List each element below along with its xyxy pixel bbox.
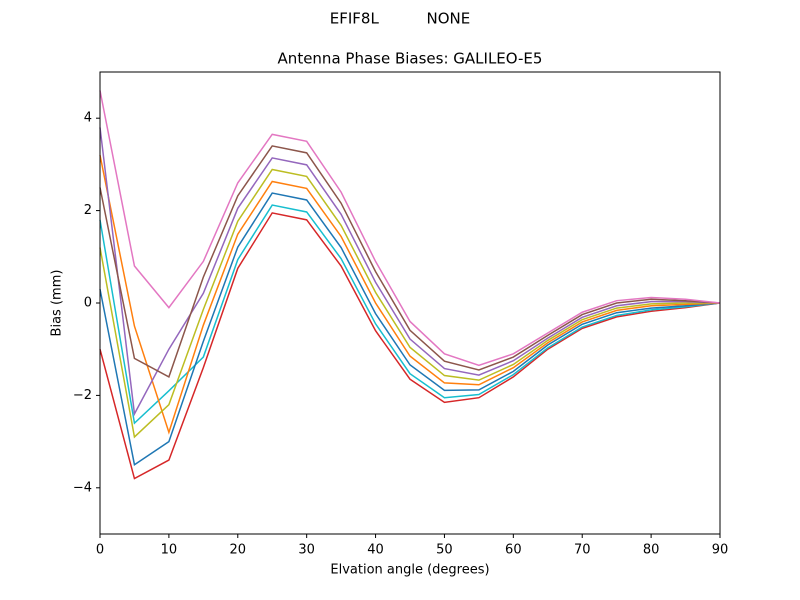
- y-tick-label: 4: [84, 111, 92, 126]
- x-tick-label: 60: [505, 543, 522, 558]
- x-axis-label: Elvation angle (degrees): [330, 563, 489, 578]
- x-tick-label: 30: [298, 543, 315, 558]
- series-line: [99, 155, 721, 435]
- suptitle: EFIF8L NONE: [330, 10, 470, 28]
- series-line: [99, 145, 721, 378]
- x-tick-label: 10: [161, 543, 178, 558]
- series-line: [99, 204, 721, 425]
- x-tick-label: 0: [96, 543, 104, 558]
- x-tick-label: 70: [574, 543, 591, 558]
- y-tick-label: −2: [73, 388, 92, 403]
- series-line: [99, 192, 721, 466]
- y-axis-label: Bias (mm): [50, 270, 65, 337]
- x-tick-label: 20: [230, 543, 247, 558]
- x-tick-label: 40: [367, 543, 384, 558]
- series-line: [99, 127, 721, 417]
- plot-frame: [99, 71, 721, 535]
- series-line: [99, 90, 721, 367]
- y-tick-label: 0: [84, 296, 92, 311]
- x-tick-label: 50: [436, 543, 453, 558]
- x-tick-label: 80: [643, 543, 660, 558]
- y-tick-label: −4: [73, 480, 92, 495]
- series-line: [99, 168, 720, 439]
- chart-title: Antenna Phase Biases: GALILEO-E5: [278, 50, 543, 68]
- series-line: [99, 212, 721, 480]
- y-tick-label: 2: [84, 203, 92, 218]
- x-tick-label: 90: [712, 543, 729, 558]
